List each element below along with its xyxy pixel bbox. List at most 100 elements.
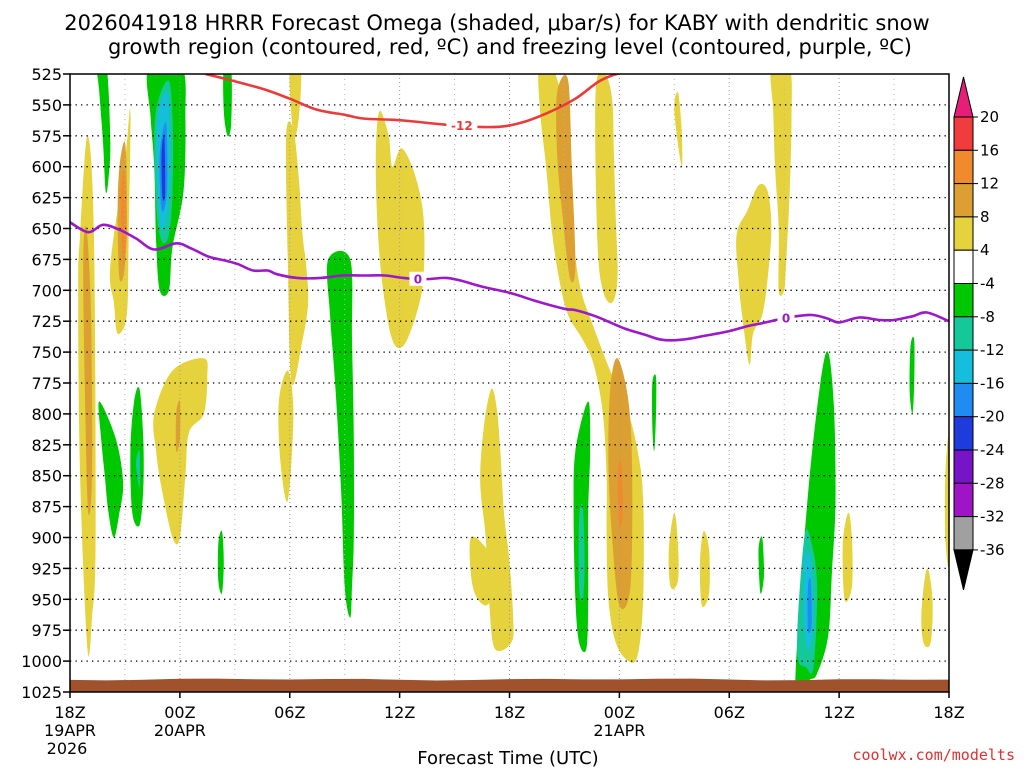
- omega-region-pos4: [375, 110, 425, 349]
- omega-region-neg20: [161, 134, 166, 202]
- omega-region-neg4: [909, 336, 915, 414]
- x-tick-label: 06Z: [274, 703, 305, 722]
- colorbar-swatch: [953, 149, 974, 185]
- x-axis-title: Forecast Time (UTC): [417, 748, 598, 768]
- colorbar-swatch: [953, 416, 974, 451]
- y-axis: 525 550 575 600 625 650 675 700 725 750 775 800 825 8…: [21, 65, 70, 702]
- x-tick-label: 18Z: [54, 703, 85, 722]
- omega-region-pos4: [736, 183, 772, 365]
- colorbar-swatch: [953, 216, 974, 251]
- x-tick-label: 18Z: [933, 703, 964, 722]
- y-tick-label: 575: [31, 127, 62, 146]
- omega-region-neg4: [223, 74, 232, 137]
- colorbar: 20 16 12 8 4 -4 -8 -12 -16 -20 -24 -28 -32 -36: [953, 76, 1005, 591]
- y-tick-label: 750: [31, 343, 62, 362]
- x-tick-date-label: 20APR: [154, 721, 206, 740]
- x-tick-date-label: 19APR: [44, 721, 96, 740]
- x-tick-label: 12Z: [823, 703, 854, 722]
- freezing-level-contour-label-bg: [409, 271, 427, 286]
- colorbar-label: 20: [980, 108, 999, 126]
- x-tick-label: 12Z: [384, 703, 415, 722]
- chart-title-line-2: growth region (contoured, red, ºC) and f…: [108, 35, 912, 59]
- freezing-level-contour-label: 0: [782, 311, 790, 325]
- omega-region-pos4: [469, 536, 496, 606]
- x-tick-label: 00Z: [164, 703, 195, 722]
- x-tick-year-label: 2026: [47, 739, 88, 758]
- dendritic-growth-contour-label: -12: [711, 60, 733, 74]
- omega-region-neg4: [651, 374, 657, 452]
- dendritic-growth-contour-label-bg: [446, 118, 478, 133]
- y-tick-label: 800: [31, 405, 62, 424]
- x-tick-label: 06Z: [714, 703, 745, 722]
- y-tick-label: 1000: [21, 652, 62, 671]
- y-tick-label: 600: [31, 158, 62, 177]
- omega-region-neg8: [135, 450, 141, 489]
- omega-region-pos8: [175, 400, 181, 453]
- omega-region-pos4: [842, 512, 853, 602]
- colorbar-label: -24: [980, 441, 1005, 459]
- freezing-level-contour-label-bg: [777, 310, 795, 325]
- y-tick-label: 950: [31, 590, 62, 609]
- y-tick-label: 975: [31, 621, 62, 640]
- omega-region-pos4: [285, 121, 309, 386]
- colorbar-label: -4: [980, 275, 995, 293]
- omega-region-pos12: [617, 461, 624, 528]
- y-tick-label: 825: [31, 436, 62, 455]
- x-tick-date-label: 21APR: [593, 721, 645, 740]
- y-tick-label: 675: [31, 250, 62, 269]
- omega-region-pos4: [278, 370, 294, 502]
- omega-region-neg4: [97, 74, 111, 194]
- colorbar-label: -36: [980, 541, 1005, 559]
- colorbar-swatch: [953, 449, 974, 484]
- colorbar-bottom-arrow: [953, 549, 974, 591]
- freezing-level-contour-label: 0: [414, 272, 422, 286]
- omega-region-neg4: [98, 401, 124, 538]
- y-tick-label: 850: [31, 467, 62, 486]
- omega-region-pos4: [595, 74, 618, 304]
- y-tick-label: 925: [31, 559, 62, 578]
- credit-link[interactable]: coolwx.com/modelts: [852, 746, 1015, 764]
- omega-region-pos8: [556, 75, 576, 283]
- colorbar-label: -12: [980, 341, 1005, 359]
- omega-region-pos4: [674, 91, 683, 167]
- colorbar-swatch: [953, 349, 974, 384]
- dendritic-growth-contour-label: -12: [451, 119, 473, 133]
- y-tick-label: 775: [31, 374, 62, 393]
- omega-region-pos4: [153, 358, 208, 545]
- colorbar-label: -20: [980, 408, 1005, 426]
- omega-region-neg4: [758, 536, 765, 594]
- terrain-fill: [70, 678, 949, 692]
- contour-lines: -12 -12 0 0: [70, 60, 949, 342]
- colorbar-swatch: [953, 116, 974, 151]
- y-tick-label: 525: [31, 65, 62, 84]
- y-tick-label: 1025: [21, 683, 62, 702]
- dendritic-growth-contour-label-bg: [706, 60, 737, 74]
- colorbar-label: -28: [980, 474, 1005, 492]
- omega-region-neg16: [807, 577, 812, 634]
- colorbar-label: 8: [980, 208, 990, 226]
- colorbar-swatch: [953, 183, 974, 218]
- colorbar-swatch: [953, 382, 974, 418]
- omega-region-neg4: [326, 250, 355, 618]
- y-tick-label: 625: [31, 189, 62, 208]
- colorbar-label: -8: [980, 308, 995, 326]
- y-tick-label: 700: [31, 281, 62, 300]
- y-tick-label: 650: [31, 220, 62, 239]
- chart-title-line-1: 2026041918 HRRR Forecast Omega (shaded, …: [64, 11, 929, 35]
- terrain: [70, 678, 949, 692]
- colorbar-swatch: [953, 283, 974, 318]
- y-tick-label: 725: [31, 312, 62, 331]
- omega-region-pos4: [944, 435, 949, 568]
- y-tick-label: 550: [31, 96, 62, 115]
- colorbar-swatch: [953, 249, 974, 284]
- colorbar-label: -32: [980, 508, 1005, 526]
- colorbar-top-arrow: [953, 76, 974, 118]
- x-tick-label: 18Z: [494, 703, 525, 722]
- omega-region-pos4: [770, 74, 792, 296]
- omega-region-neg4: [217, 530, 224, 594]
- dendritic-growth-contour-line: [205, 74, 622, 129]
- omega-region-pos8: [83, 226, 93, 516]
- y-tick-label: 875: [31, 498, 62, 517]
